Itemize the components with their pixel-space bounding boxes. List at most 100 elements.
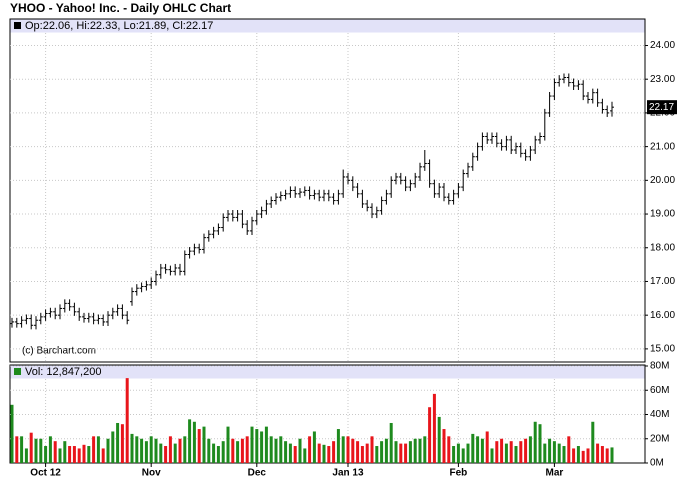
volume-bar xyxy=(500,438,504,463)
x-tick-label: Dec xyxy=(248,468,267,479)
x-tick-label: Nov xyxy=(142,468,161,479)
x-tick-label: Feb xyxy=(450,468,468,479)
y-tick-label: 18.00 xyxy=(650,242,675,253)
volume-bar xyxy=(394,441,398,463)
volume-bar xyxy=(39,438,43,463)
volume-header xyxy=(10,365,645,379)
y-tick-label: 24.00 xyxy=(650,40,675,51)
volume-bar xyxy=(572,448,576,463)
y-tick-label: 20M xyxy=(650,433,669,444)
volume-bar xyxy=(274,438,278,463)
volume-bar xyxy=(312,431,316,463)
last-price-box xyxy=(647,100,677,115)
volume-bar xyxy=(120,424,124,463)
volume-bar xyxy=(533,421,537,463)
volume-bar xyxy=(24,448,28,463)
volume-bar xyxy=(495,441,499,463)
volume-bar xyxy=(231,438,235,463)
volume-bar xyxy=(452,446,456,463)
volume-bar xyxy=(130,433,134,463)
y-tick-label: 23.00 xyxy=(650,74,675,85)
volume-bar xyxy=(346,436,350,463)
volume-bar xyxy=(596,443,600,463)
volume-bar xyxy=(72,446,76,463)
volume-bar xyxy=(293,446,297,463)
volume-bar xyxy=(173,443,177,463)
volume-bar xyxy=(288,443,292,463)
volume-bar xyxy=(216,446,220,463)
volume-bar xyxy=(514,446,518,463)
volume-bar xyxy=(480,438,484,463)
volume-bar xyxy=(591,421,595,463)
volume-bar xyxy=(418,438,422,463)
volume-bar xyxy=(125,378,129,463)
volume-bar xyxy=(442,429,446,463)
y-tick-label: 60M xyxy=(650,385,669,396)
volume-bar xyxy=(466,443,470,463)
volume-bar xyxy=(471,433,475,463)
volume-bar xyxy=(437,416,441,463)
volume-bar xyxy=(605,448,609,463)
volume-bar xyxy=(82,444,86,463)
volume-bar xyxy=(538,424,542,463)
volume-bar xyxy=(92,436,96,463)
volume-bar xyxy=(351,438,355,463)
volume-bar xyxy=(221,441,225,463)
y-tick-label: 17.00 xyxy=(650,276,675,287)
volume-bar xyxy=(360,446,364,463)
volume-bar xyxy=(336,429,340,463)
volume-bar xyxy=(476,436,480,463)
x-tick-label: Mar xyxy=(546,468,564,479)
volume-bar xyxy=(322,444,326,463)
volume-bar xyxy=(461,448,465,463)
volume-bar xyxy=(423,436,427,463)
volume-bar xyxy=(317,443,321,463)
volume-bar xyxy=(528,436,532,463)
volume-bar xyxy=(144,441,148,463)
x-tick-label: Oct 12 xyxy=(30,468,61,479)
volume-bar xyxy=(159,443,163,463)
volume-bar xyxy=(188,419,192,463)
volume-bar xyxy=(428,407,432,463)
volume-bar xyxy=(298,438,302,463)
y-tick-label: 16.00 xyxy=(650,310,675,321)
last-price-label: 22.17 xyxy=(649,102,674,113)
volume-bar xyxy=(581,450,585,463)
legend-swatch xyxy=(14,22,21,29)
volume-bar xyxy=(380,441,384,463)
volume-bar xyxy=(260,431,264,463)
volume-bar xyxy=(524,438,528,463)
volume-bar xyxy=(20,436,24,463)
volume-bar xyxy=(485,431,489,463)
volume-bar xyxy=(576,446,580,463)
volume-bar xyxy=(399,443,403,463)
volume-bar xyxy=(240,438,244,463)
volume-bar xyxy=(245,436,249,463)
volume-bar xyxy=(207,438,211,463)
volume-bar xyxy=(408,441,412,463)
y-tick-label: 21.00 xyxy=(650,141,675,152)
y-tick-label: 15.00 xyxy=(650,344,675,355)
price-panel xyxy=(9,18,646,363)
volume-bar xyxy=(149,436,153,463)
volume-bar xyxy=(600,446,604,463)
volume-bar xyxy=(327,446,331,463)
volume-bar xyxy=(178,438,182,463)
volume-bar xyxy=(543,443,547,463)
volume-bar xyxy=(154,438,158,463)
volume-bar xyxy=(236,441,240,463)
y-tick-label: 80M xyxy=(650,361,669,372)
volume-bar xyxy=(77,448,81,463)
volume-bar xyxy=(106,438,110,463)
volume-bar xyxy=(490,448,494,463)
volume-bar xyxy=(284,441,288,463)
volume-bar xyxy=(116,422,120,463)
y-tick-label: 0M xyxy=(650,458,664,469)
volume-bar xyxy=(567,436,571,463)
volume-bar xyxy=(29,432,33,463)
volume-bar xyxy=(519,441,523,463)
volume-bar xyxy=(552,441,556,463)
volume-bar xyxy=(509,441,513,463)
